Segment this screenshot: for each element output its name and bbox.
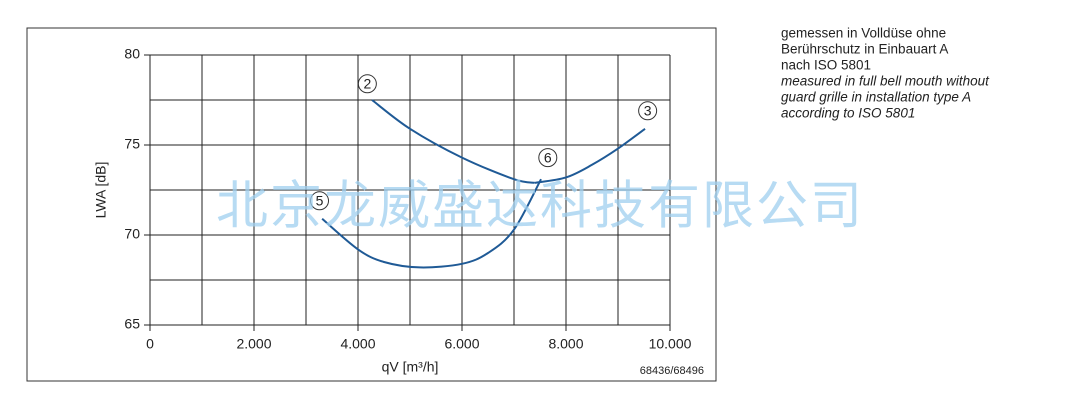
curve-label: 6	[544, 149, 552, 165]
curve-label: 5	[316, 193, 324, 209]
curve-label-circle	[357, 74, 377, 94]
x-axis-label: qV [m³/h]	[382, 359, 439, 375]
note-line: guard grille in installation type A	[781, 90, 971, 105]
x-tick-label: 8.000	[548, 336, 583, 352]
x-tick-label: 10.000	[649, 336, 692, 352]
note-line: according to ISO 5801	[781, 106, 915, 121]
curve-label: 3	[644, 103, 652, 119]
note-line: measured in full bell mouth without	[781, 74, 990, 89]
x-tick-label: 2.000	[236, 336, 271, 352]
x-tick-label: 0	[146, 336, 154, 352]
note-line: Berührschutz in Einbauart A	[781, 42, 948, 57]
curve-label-circle	[310, 191, 330, 211]
watermark: 北京龙威盛达科技有限公司	[216, 178, 864, 236]
curve-label-circle	[638, 101, 658, 121]
curve-label-circle	[538, 148, 558, 168]
y-tick-label: 80	[124, 46, 140, 62]
y-tick-label: 75	[124, 136, 140, 152]
curve	[321, 178, 542, 269]
curve-label: 2	[363, 76, 371, 92]
note-line: nach ISO 5801	[781, 58, 871, 73]
x-tick-label: 4.000	[340, 336, 375, 352]
y-axis-label: LWA [dB]	[93, 162, 109, 219]
y-tick-label: 70	[124, 226, 140, 242]
y-tick-label: 65	[124, 316, 140, 332]
plot: 0 2.000 4.000 6.000 8.000 10.000 65 70 75 80 2 3 5 6	[124, 46, 691, 352]
curve	[534, 127, 646, 184]
x-tick-label: 6.000	[444, 336, 479, 352]
frame	[26, 27, 717, 382]
drawing-number: 68436/68496	[640, 365, 704, 377]
curve	[371, 99, 535, 184]
note-line: gemessen in Volldüse ohne	[781, 26, 946, 41]
